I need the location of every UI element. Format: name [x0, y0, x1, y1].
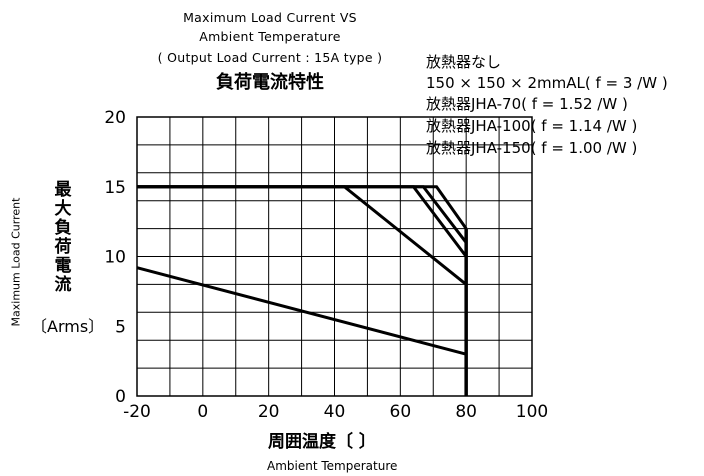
legend-entry-al-plate: 150 × 150 × 2mmAL( f = 3 /W ) — [426, 74, 668, 92]
legend-entry-jha-100: 放熱器JHA-100( f = 1.14 /W ) — [426, 117, 638, 135]
y-axis-unit: 〔Arms〕 — [31, 317, 105, 336]
y-tick-label: 0 — [115, 387, 126, 407]
x-tick-label: 60 — [390, 402, 412, 422]
x-axis-label-en: Ambient Temperature — [267, 459, 398, 473]
series-line-1 — [136, 266, 467, 356]
chart-title-line-2: Ambient Temperature — [199, 29, 341, 44]
chart-title-line-1: Maximum Load Current VS — [183, 10, 357, 25]
series-line-5 — [137, 185, 468, 230]
y-axis-label-en: Maximum Load Current — [9, 197, 23, 327]
y-tick-label: 15 — [104, 178, 126, 198]
x-tick-label: -20 — [123, 402, 151, 422]
legend-entry-jha-150: 放熱器JHA-150( f = 1.00 /W ) — [426, 139, 638, 157]
y-tick-label: 5 — [115, 317, 126, 337]
y-tick-label: 20 — [104, 108, 126, 128]
chart-title-jp: 負荷電流特性 — [216, 72, 324, 93]
legend-entry-no-heatsink: 放熱器なし — [426, 53, 502, 71]
y-axis-label-jp: 最大負荷電流 — [54, 180, 72, 295]
chart-grid — [136, 116, 533, 397]
x-tick-label: 0 — [197, 402, 208, 422]
chart-series-group — [136, 185, 468, 396]
y-tick-label: 10 — [104, 248, 126, 268]
legend-entry-jha-70: 放熱器JHA-70( f = 1.52 /W ) — [426, 95, 628, 113]
x-axis-label-jp: 周囲温度〔 〕 — [268, 432, 376, 452]
x-tick-label: 20 — [258, 402, 280, 422]
chart-title-line-3: ( Output Load Current : 15A type ) — [157, 50, 383, 65]
x-tick-label: 80 — [455, 402, 477, 422]
x-tick-label: 40 — [324, 402, 346, 422]
x-tick-label: 100 — [516, 402, 548, 422]
